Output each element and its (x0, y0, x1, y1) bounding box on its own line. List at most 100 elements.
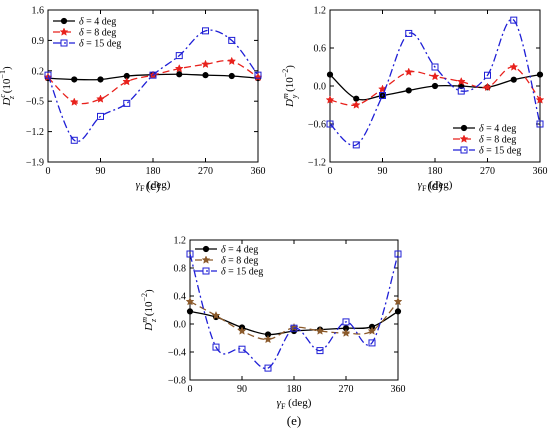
data-point (175, 52, 183, 60)
y-axis-label: Dmy (10−2) (281, 65, 299, 108)
legend-entry: δ = 15 deg (479, 146, 521, 157)
x-tick-label: 270 (339, 384, 354, 395)
data-point (326, 120, 334, 128)
data-point (510, 76, 517, 83)
y-axis-label-unit: (10 (1, 78, 13, 96)
data-point (238, 345, 246, 353)
series-2 (44, 27, 262, 144)
y-axis-label-symbol: D (284, 99, 296, 108)
data-point (202, 27, 209, 35)
x-tick-label: 360 (533, 166, 548, 177)
legend-swatch-marker (459, 134, 469, 143)
chart-panel-2: 0 90 180 270 360 −0.8 −0.4 0.0 0.4 0.8 1.2 γF (deg)… (140, 236, 406, 429)
data-point (536, 71, 544, 78)
data-point (97, 112, 104, 120)
data-point (431, 82, 439, 90)
legend-swatch-marker (201, 255, 211, 264)
legend-entry-text: = 15 deg (226, 267, 264, 278)
data-point (149, 71, 157, 79)
legend-entry-text: = 4 deg (226, 245, 259, 256)
x-axis-label-subscript: F (140, 184, 145, 193)
data-point (201, 59, 210, 69)
data-point (404, 67, 414, 76)
legend-entry: δ = 8 deg (479, 135, 516, 146)
data-point (228, 36, 236, 44)
data-point (351, 100, 361, 109)
legend-swatch-marker (59, 27, 69, 36)
y-tick-label: 0.8 (174, 264, 187, 275)
y-axis-label-subscript: z (7, 95, 16, 100)
legend-entry-symbol: δ (479, 135, 484, 146)
data-point (96, 94, 105, 103)
data-point (393, 296, 403, 306)
data-point (227, 56, 237, 66)
legend-entry-symbol: δ (221, 245, 226, 256)
y-tick-label: 1.2 (314, 6, 327, 17)
x-axis-label-unit: (deg) (426, 179, 452, 191)
data-point (342, 318, 350, 326)
data-point (368, 339, 376, 347)
legend-entry-symbol: δ (479, 146, 484, 157)
data-point (325, 95, 335, 104)
data-point (367, 326, 377, 335)
chart-panel-0: 0 90 180 270 360 −1.9 −1.2 −0.5 0.2 0.9 1.6 γF (deg… (0, 6, 266, 194)
chart-panels: 0 90 180 270 360−1.9−1.2−0.50.20.91.6γF (deg… (0, 6, 548, 429)
legend-entry: δ = 8 deg (79, 28, 116, 39)
x-axis-label: γF (deg) (277, 397, 312, 411)
data-point (186, 250, 194, 258)
y-axis-label-subscript: y (290, 94, 299, 99)
y-tick-label: 0.4 (174, 292, 187, 303)
data-point (97, 76, 104, 83)
data-point (315, 326, 325, 335)
y-tick-label: −1.2 (308, 158, 326, 169)
x-tick-label: 0 (328, 166, 333, 177)
data-point (394, 250, 402, 258)
data-point (237, 326, 247, 335)
x-tick-label: 270 (198, 166, 213, 177)
y-axis-label-superscript: m (281, 93, 290, 99)
y-tick-label: 0.0 (314, 82, 327, 93)
y-tick-label: −1.2 (26, 127, 44, 138)
x-axis-label-subscript: F (281, 402, 286, 411)
y-axis-label-exponent: −2 (140, 293, 149, 302)
x-axis-label-unit: (deg) (144, 179, 170, 191)
data-point (352, 141, 360, 149)
y-tick-label: 1.6 (32, 6, 45, 17)
x-tick-label: 0 (188, 384, 193, 395)
y-axis-label: Dcz (10−1) (0, 66, 16, 107)
series-2 (326, 16, 544, 149)
data-point (405, 29, 413, 37)
data-point (341, 328, 351, 337)
data-point (70, 136, 78, 144)
data-point (431, 63, 439, 71)
legend-entry-symbol: δ (221, 256, 226, 267)
legend-entry: δ = 4 deg (479, 124, 516, 135)
panel-label: (c) (146, 178, 160, 193)
y-axis-label-close: ) (1, 66, 13, 70)
x-tick-label: 270 (480, 166, 495, 177)
data-point (211, 310, 221, 320)
x-axis-label-symbol: γ (136, 179, 141, 191)
series-line (47, 29, 259, 143)
data-point (430, 71, 440, 81)
data-point (122, 77, 132, 86)
data-point (176, 71, 183, 78)
legend-entry-text: = 4 deg (484, 124, 517, 135)
legend-entry: δ = 8 deg (221, 256, 258, 267)
x-tick-label: 360 (251, 166, 266, 177)
data-point (405, 87, 412, 94)
series-2 (186, 250, 402, 372)
x-tick-label: 90 (237, 384, 247, 395)
x-axis-label: γF (deg) (418, 179, 453, 193)
y-axis-label-unit: (10 (284, 77, 296, 95)
data-point (174, 63, 184, 73)
y-tick-label: −1.9 (26, 158, 44, 169)
y-tick-label: −0.4 (168, 348, 186, 359)
y-tick-label: −0.6 (308, 120, 326, 131)
y-tick-label: −0.8 (168, 376, 186, 387)
y-tick-label: −0.5 (26, 97, 44, 108)
data-point (69, 97, 79, 106)
